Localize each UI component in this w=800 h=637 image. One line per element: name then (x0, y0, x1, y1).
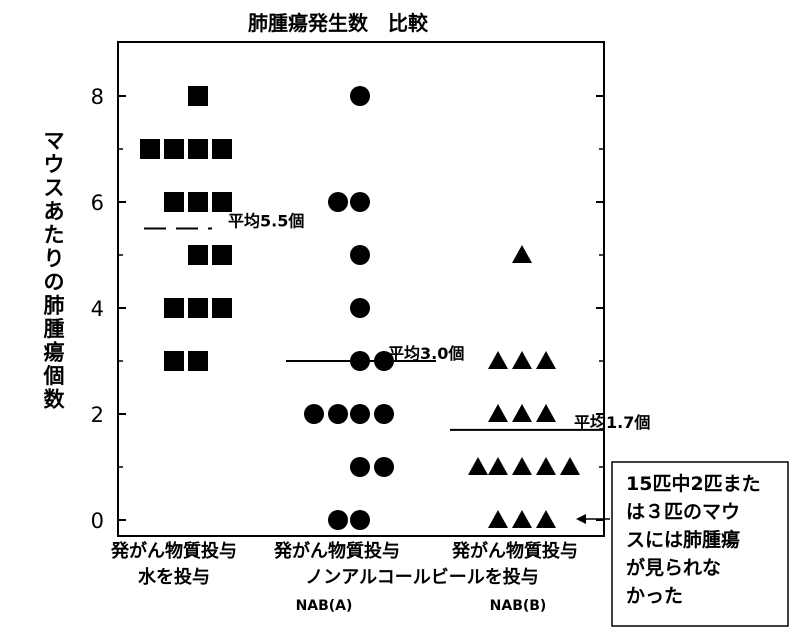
square-point (188, 298, 208, 318)
circle-point (350, 351, 370, 371)
y-tick-label: 0 (91, 509, 104, 533)
group-code-label: NAB(A) (296, 598, 353, 614)
circle-point (350, 298, 370, 318)
triangle-point (488, 404, 508, 422)
mean-label: 平均1.7個 (574, 413, 650, 432)
circle-point (304, 404, 324, 424)
square-point (212, 139, 232, 159)
annotation-text: かった (626, 585, 683, 607)
chart-title: 肺腫瘍発生数 比較 (248, 11, 429, 35)
annotation-text: が見られな (626, 556, 721, 579)
circle-point (328, 404, 348, 424)
square-point (164, 139, 184, 159)
circle-point (350, 457, 370, 477)
circle-point (350, 404, 370, 424)
group-label: 水を投与 (138, 566, 210, 588)
square-point (188, 86, 208, 106)
y-tick-label: 4 (91, 297, 104, 321)
circle-point (374, 404, 394, 424)
triangle-point (512, 510, 532, 528)
group-label: 発がん物質投与 (110, 540, 237, 562)
square-point (212, 298, 232, 318)
triangle-point (512, 245, 532, 263)
shared-treatment-label: ノンアルコールビールを投与 (305, 566, 538, 588)
square-point (188, 245, 208, 265)
circle-point (374, 457, 394, 477)
square-point (164, 192, 184, 212)
plot-frame (117, 41, 605, 537)
y-tick-label: 8 (91, 85, 104, 109)
mean-label: 平均5.5個 (228, 212, 304, 231)
group-label: 発がん物質投与 (451, 540, 578, 562)
triangle-point (512, 404, 532, 422)
group-label: 発がん物質投与 (273, 540, 400, 562)
y-axis-label-text: マウスあたりの肺腫瘍個数 (43, 129, 66, 412)
square-point (212, 192, 232, 212)
square-point (188, 139, 208, 159)
arrow-head-icon (576, 514, 586, 524)
annotation-text: 15匹中2匹また (626, 472, 761, 495)
circle-point (328, 510, 348, 530)
triangle-point (512, 457, 532, 475)
square-point (188, 351, 208, 371)
triangle-point (488, 351, 508, 369)
triangle-point (536, 404, 556, 422)
triangle-point (488, 457, 508, 475)
square-point (212, 245, 232, 265)
triangle-point (536, 351, 556, 369)
y-tick-label: 2 (91, 403, 104, 427)
circle-point (350, 86, 370, 106)
square-point (164, 298, 184, 318)
circle-point (350, 245, 370, 265)
y-axis-label: マウスあたりの肺腫瘍個数 (43, 129, 66, 412)
circle-point (328, 192, 348, 212)
triangle-point (536, 510, 556, 528)
annotation-text: スには肺腫瘍 (626, 528, 740, 551)
triangle-point (536, 457, 556, 475)
annotation-box (611, 461, 789, 627)
annotation-text: は３匹のマウ (626, 501, 740, 523)
triangle-point (512, 351, 532, 369)
mean-label: 平均3.0個 (388, 344, 464, 363)
triangle-point (468, 457, 488, 475)
y-tick-label: 6 (91, 191, 104, 215)
circle-point (350, 192, 370, 212)
circle-point (374, 351, 394, 371)
group-code-label: NAB(B) (490, 598, 547, 614)
square-point (164, 351, 184, 371)
square-point (188, 192, 208, 212)
triangle-point (488, 510, 508, 528)
triangle-point (560, 457, 580, 475)
square-point (140, 139, 160, 159)
circle-point (350, 510, 370, 530)
